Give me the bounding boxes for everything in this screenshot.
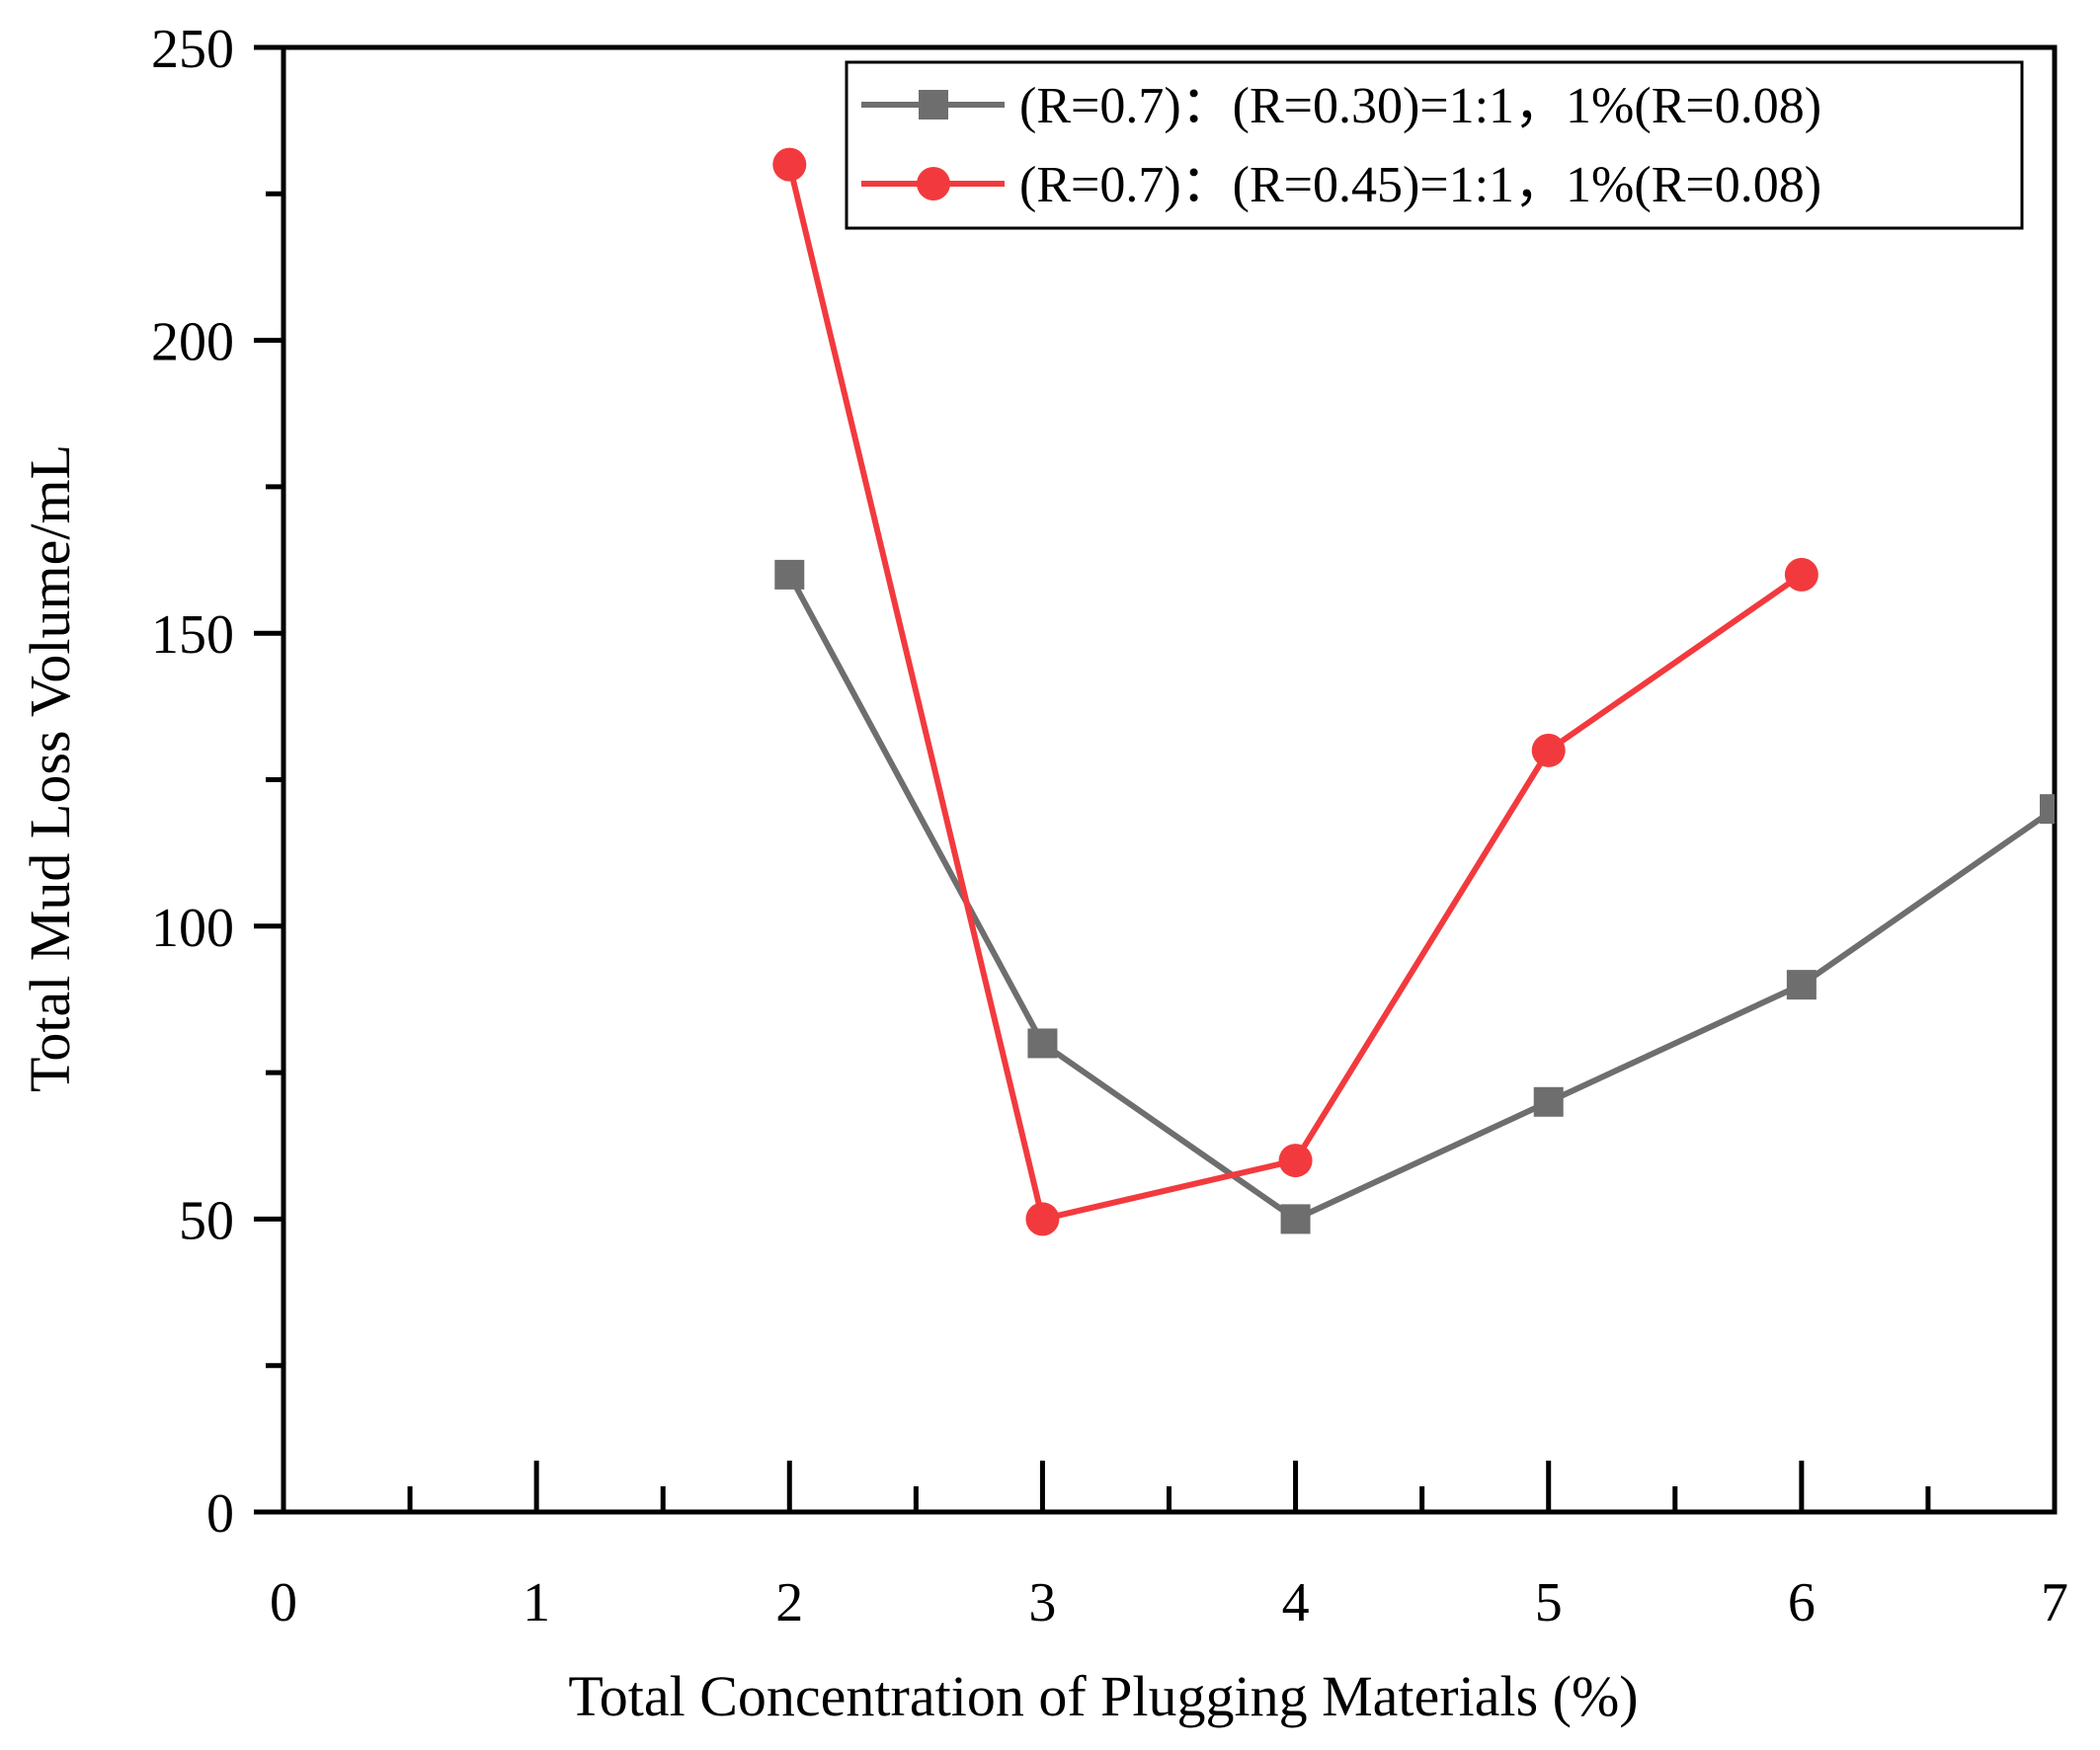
data-point xyxy=(1278,1144,1313,1178)
data-point xyxy=(1786,970,1817,1000)
data-point xyxy=(1280,1204,1311,1234)
y-tick-label: 100 xyxy=(151,898,234,959)
plot-frame xyxy=(281,44,2058,1515)
y-tick-label: 0 xyxy=(206,1483,234,1545)
legend-label: (R=0.7)：(R=0.30)=1:1，1%(R=0.08) xyxy=(1019,78,1821,134)
y-tick-label: 50 xyxy=(179,1190,234,1251)
x-tick-label: 5 xyxy=(1535,1572,1563,1633)
x-tick-label: 1 xyxy=(523,1572,550,1633)
data-point xyxy=(1531,733,1566,767)
y-tick-label: 250 xyxy=(151,19,234,80)
series-1 xyxy=(774,559,2055,1234)
data-point xyxy=(2040,794,2055,825)
legend-label: (R=0.7)：(R=0.45)=1:1，1%(R=0.08) xyxy=(1019,157,1821,213)
legend-box xyxy=(845,60,2024,230)
data-point xyxy=(1027,1028,1058,1059)
x-tick-label: 2 xyxy=(775,1572,803,1633)
data-point xyxy=(1533,1086,1564,1117)
y-tick-label: 150 xyxy=(151,604,234,666)
x-tick-label: 3 xyxy=(1028,1572,1056,1633)
series-layer xyxy=(772,147,2055,1236)
legend-item-2: (R=0.7)：(R=0.45)=1:1，1%(R=0.08) xyxy=(861,157,1821,213)
x-axis-label: Total Concentration of Plugging Material… xyxy=(568,1664,1638,1728)
data-point xyxy=(772,147,807,182)
y-tick-label: 200 xyxy=(151,312,234,373)
data-point xyxy=(1784,557,1818,592)
x-tick-label: 6 xyxy=(1788,1572,1816,1633)
x-tick-label: 4 xyxy=(1282,1572,1310,1633)
data-point xyxy=(1025,1202,1060,1236)
plot-area: 0 1 2 3 4 5 6 7 0 50 100 150 200 250 xyxy=(151,19,2068,1633)
x-tick-label: 7 xyxy=(2041,1572,2068,1633)
legend-marker xyxy=(919,90,948,119)
series-line xyxy=(786,573,2055,1223)
x-tick-label: 0 xyxy=(270,1572,297,1633)
series-line xyxy=(786,163,1804,1223)
legend-marker xyxy=(917,167,950,200)
legend: (R=0.7)：(R=0.30)=1:1，1%(R=0.08) (R=0.7)：(… xyxy=(845,60,2024,230)
data-point xyxy=(774,559,805,590)
legend-item-1: (R=0.7)：(R=0.30)=1:1，1%(R=0.08) xyxy=(861,78,1821,134)
series-2 xyxy=(772,147,1818,1236)
y-axis-label: Total Mud Loss Volume/mL xyxy=(18,444,82,1092)
